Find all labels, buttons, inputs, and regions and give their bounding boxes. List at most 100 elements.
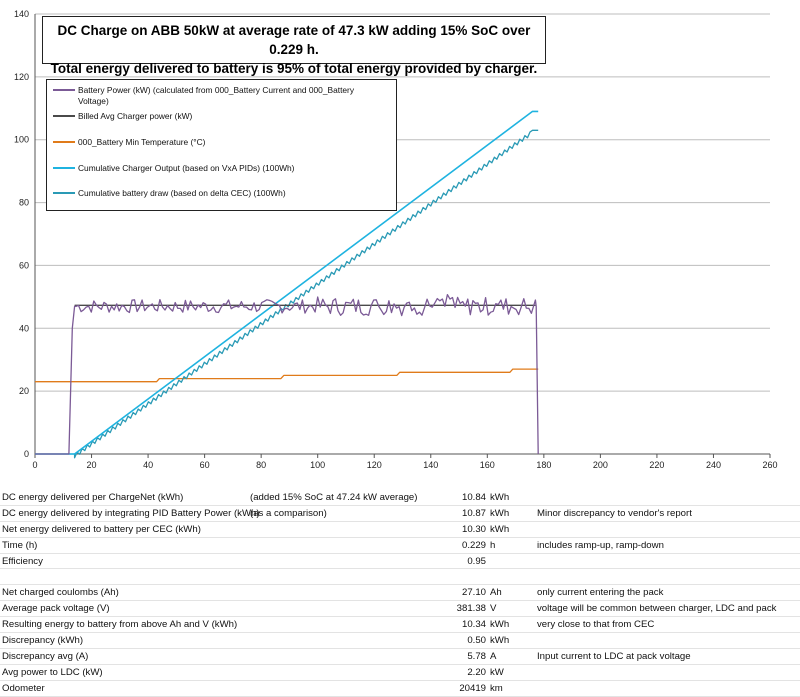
x-tick-label: 20 <box>87 460 97 470</box>
legend-swatch-charger-output <box>53 166 75 169</box>
table-cell[interactable] <box>535 521 800 538</box>
table-cell[interactable]: Discrepancy (kWh) <box>0 632 248 649</box>
y-tick-label: 120 <box>14 72 29 82</box>
x-tick-label: 260 <box>762 460 777 470</box>
legend-label-min-temp: 000_Battery Min Temperature (°C) <box>78 137 206 147</box>
table-cell[interactable]: Resulting energy to battery from above A… <box>0 616 248 634</box>
y-tick-label: 80 <box>19 198 29 208</box>
x-tick-label: 40 <box>143 460 153 470</box>
table-cell[interactable] <box>248 648 438 665</box>
data-table: DC energy delivered per ChargeNet (kWh)(… <box>0 490 800 697</box>
table-cell[interactable] <box>248 537 438 554</box>
table-cell[interactable]: kWh <box>488 521 535 538</box>
table-cell[interactable]: km <box>488 680 535 697</box>
table-cell[interactable]: kWh <box>488 490 535 506</box>
table-cell[interactable]: Net energy delivered to battery per CEC … <box>0 521 248 538</box>
x-tick-label: 180 <box>536 460 551 470</box>
table-cell[interactable]: 10.84 <box>438 490 488 506</box>
legend-swatch-billed-avg <box>53 114 75 117</box>
legend-item-battery-draw: Cumulative battery draw (based on delta … <box>53 188 393 199</box>
y-tick-label: 40 <box>19 323 29 333</box>
legend-swatch-min-temp <box>53 140 75 143</box>
table-cell[interactable] <box>248 553 438 570</box>
table-cell[interactable] <box>535 680 800 697</box>
table-row: Discrepancy avg (A) 5.78 A Input current to… <box>0 648 800 665</box>
table-cell[interactable]: Net charged coulombs (Ah) <box>0 584 248 602</box>
table-cell[interactable] <box>248 616 438 634</box>
table-cell[interactable]: Avg power to LDC (kW) <box>0 664 248 681</box>
table-cell[interactable] <box>248 680 438 697</box>
table-row: Net charged coulombs (Ah) 27.10 Ah only cur… <box>0 584 800 602</box>
table-cell[interactable]: Ah <box>488 584 535 602</box>
chart-title-line1: DC Charge on ABB 50kW at average rate of… <box>57 23 531 57</box>
table-cell[interactable] <box>248 664 438 681</box>
table-cell[interactable]: kW <box>488 664 535 681</box>
legend-item-billed-avg: Billed Avg Charger power (kW) <box>53 111 393 122</box>
table-cell[interactable]: (added 15% SoC at 47.24 kW average) <box>248 490 438 506</box>
y-tick-label: 60 <box>19 260 29 270</box>
table-cell[interactable]: 2.20 <box>438 664 488 681</box>
table-cell[interactable] <box>535 490 800 506</box>
table-cell[interactable] <box>248 632 438 649</box>
legend-label-billed-avg: Billed Avg Charger power (kW) <box>78 111 193 121</box>
table-cell[interactable] <box>535 553 800 570</box>
table-cell[interactable] <box>535 568 800 586</box>
table-cell[interactable]: 5.78 <box>438 648 488 665</box>
chart-legend: Battery Power (kW) (calculated from 000_… <box>46 79 397 211</box>
table-cell[interactable]: Input current to LDC at pack voltage <box>535 648 800 665</box>
table-cell[interactable]: 381.38 <box>438 600 488 618</box>
table-cell[interactable]: only current entering the pack <box>535 584 800 602</box>
chart-title: DC Charge on ABB 50kW at average rate of… <box>42 16 546 76</box>
table-cell[interactable]: DC energy delivered by integrating PID B… <box>0 505 260 522</box>
table-cell[interactable] <box>248 521 438 538</box>
y-tick-label: 20 <box>19 386 29 396</box>
x-tick-label: 100 <box>310 460 325 470</box>
table-cell[interactable]: DC energy delivered per ChargeNet (kWh) <box>0 490 248 506</box>
table-cell[interactable] <box>488 568 535 586</box>
table-cell[interactable]: kWh <box>488 505 535 522</box>
legend-item-battery-power: Battery Power (kW) (calculated from 000_… <box>53 85 393 107</box>
table-cell[interactable]: 27.10 <box>438 584 488 602</box>
table-cell[interactable]: Time (h) <box>0 537 248 554</box>
table-cell[interactable]: (as a comparison) <box>248 505 438 522</box>
table-cell[interactable] <box>248 584 438 602</box>
table-cell[interactable]: Discrepancy avg (A) <box>0 648 248 665</box>
series-line-2 <box>35 368 539 383</box>
chart-area: 0 20 40 60 80 100 120 140 0 20 40 60 80 100 120 140 160 1… <box>14 9 778 470</box>
table-cell[interactable] <box>0 568 248 586</box>
table-cell[interactable]: 10.34 <box>438 616 488 634</box>
table-cell[interactable]: Odometer <box>0 680 248 697</box>
table-cell[interactable] <box>488 553 535 570</box>
table-cell[interactable] <box>535 632 800 649</box>
table-cell[interactable]: kWh <box>488 616 535 634</box>
table-cell[interactable]: 10.30 <box>438 521 488 538</box>
table-cell[interactable] <box>248 600 438 618</box>
y-tick-label: 140 <box>14 9 29 19</box>
table-row: DC energy delivered by integrating PID B… <box>0 505 800 522</box>
table-cell[interactable]: 10.87 <box>438 505 488 522</box>
table-cell[interactable]: very close to that from CEC <box>535 616 800 634</box>
table-cell[interactable]: A <box>488 648 535 665</box>
table-cell[interactable]: includes ramp-up, ramp-down <box>535 537 800 554</box>
series-line-4 <box>35 129 539 459</box>
table-cell[interactable]: Average pack voltage (V) <box>0 600 248 618</box>
legend-item-min-temp: 000_Battery Min Temperature (°C) <box>53 137 393 148</box>
table-cell[interactable]: 0.229 <box>438 537 488 554</box>
series-line-0 <box>35 293 539 455</box>
table-cell[interactable] <box>535 664 800 681</box>
x-tick-label: 140 <box>423 460 438 470</box>
table-cell[interactable]: 20419 <box>438 680 488 697</box>
table-cell[interactable]: Minor discrepancy to vendor's report <box>535 505 800 522</box>
table-cell[interactable] <box>438 568 488 586</box>
table-cell[interactable] <box>248 568 438 586</box>
table-cell[interactable]: h <box>488 537 535 554</box>
table-cell[interactable]: 0.95 <box>438 553 488 570</box>
table-cell[interactable]: kWh <box>488 632 535 649</box>
legend-label-battery-draw: Cumulative battery draw (based on delta … <box>78 188 286 198</box>
table-cell[interactable]: 0.50 <box>438 632 488 649</box>
table-cell[interactable]: voltage will be common between charger, … <box>535 600 800 618</box>
table-cell[interactable]: Efficiency <box>0 553 248 570</box>
x-tick-label: 220 <box>649 460 664 470</box>
table-cell[interactable]: V <box>488 600 535 618</box>
